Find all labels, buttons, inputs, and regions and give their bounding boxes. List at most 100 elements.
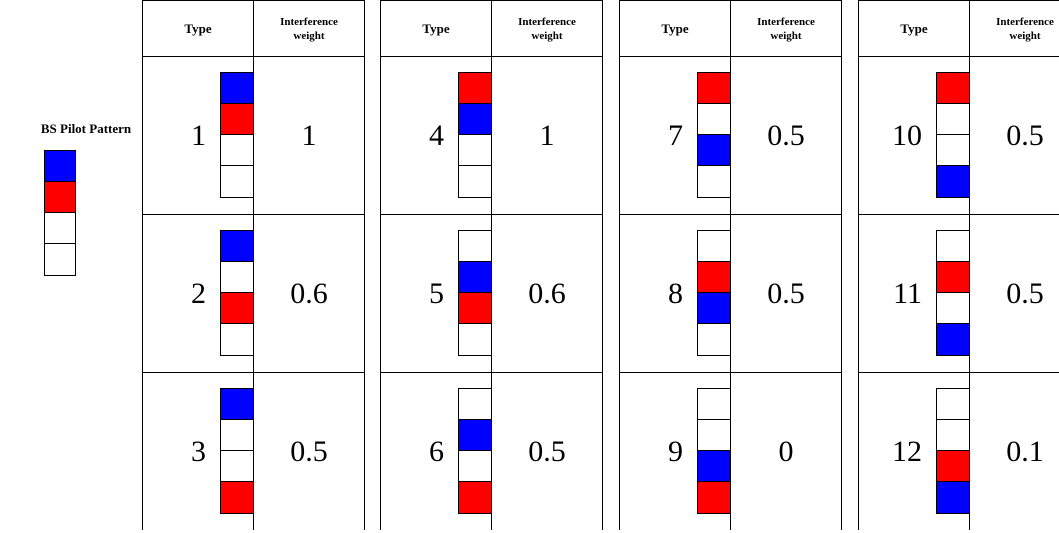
pilot-pattern-bar xyxy=(220,72,254,198)
type-cell: 4 xyxy=(380,56,492,215)
type-number: 1 xyxy=(191,118,206,152)
legend-cell-4 xyxy=(45,244,75,275)
type-2-cell-2 xyxy=(221,262,253,293)
type-number: 11 xyxy=(893,276,922,310)
type-6-cell-1 xyxy=(459,389,491,420)
type-number: 10 xyxy=(892,118,922,152)
type-6-cell-3 xyxy=(459,451,491,482)
type-table-4: Type Interference weight 10 0.5 11 0.5 12 0.1 xyxy=(858,0,1059,533)
type-12-cell-3 xyxy=(937,451,969,482)
legend-cell-3 xyxy=(45,213,75,244)
weight-header-line1: Interference xyxy=(757,15,815,28)
type-9-cell-4 xyxy=(698,482,730,513)
type-8-cell-4 xyxy=(698,324,730,355)
type-header: Type xyxy=(858,0,970,57)
weight-header-line1: Interference xyxy=(996,15,1054,28)
weight-header-line2: weight xyxy=(770,29,802,42)
type-2-cell-1 xyxy=(221,231,253,262)
pilot-pattern-bar xyxy=(697,230,731,356)
legend-pattern-bar xyxy=(44,150,76,276)
type-cell: 5 xyxy=(380,214,492,373)
type-cell: 10 xyxy=(858,56,970,215)
type-4-cell-4 xyxy=(459,166,491,197)
type-cell: 3 xyxy=(142,372,254,530)
type-3-cell-1 xyxy=(221,389,253,420)
type-9-cell-1 xyxy=(698,389,730,420)
legend-cell-1 xyxy=(45,151,75,182)
type-5-cell-3 xyxy=(459,293,491,324)
weight-header-line1: Interference xyxy=(518,15,576,28)
interference-weight-value: 0.6 xyxy=(253,214,365,373)
table-row: 2 0.6 xyxy=(142,214,365,373)
type-number: 6 xyxy=(429,434,444,468)
type-cell: 11 xyxy=(858,214,970,373)
type-9-cell-3 xyxy=(698,451,730,482)
type-4-cell-3 xyxy=(459,135,491,166)
type-8-cell-2 xyxy=(698,262,730,293)
type-4-cell-1 xyxy=(459,73,491,104)
type-1-cell-3 xyxy=(221,135,253,166)
table-row: 5 0.6 xyxy=(380,214,603,373)
type-10-cell-1 xyxy=(937,73,969,104)
type-8-cell-1 xyxy=(698,231,730,262)
interference-weight-value: 0.6 xyxy=(491,214,603,373)
type-11-cell-2 xyxy=(937,262,969,293)
type-8-cell-3 xyxy=(698,293,730,324)
type-3-cell-4 xyxy=(221,482,253,513)
type-10-cell-4 xyxy=(937,166,969,197)
type-number: 12 xyxy=(892,434,922,468)
type-10-cell-3 xyxy=(937,135,969,166)
interference-weight-value: 0 xyxy=(730,372,842,530)
type-header: Type xyxy=(380,0,492,57)
interference-weight-header: Interference weight xyxy=(969,0,1059,57)
type-11-cell-3 xyxy=(937,293,969,324)
type-7-cell-1 xyxy=(698,73,730,104)
interference-weight-value: 0.5 xyxy=(969,56,1059,215)
table-row: 8 0.5 xyxy=(619,214,842,373)
interference-weight-value: 0.5 xyxy=(253,372,365,530)
weight-header-line2: weight xyxy=(1009,29,1041,42)
legend-title: BS Pilot Pattern xyxy=(40,121,132,136)
type-cell: 8 xyxy=(619,214,731,373)
type-1-cell-4 xyxy=(221,166,253,197)
pilot-pattern-bar xyxy=(458,230,492,356)
type-cell: 7 xyxy=(619,56,731,215)
type-number: 2 xyxy=(191,276,206,310)
type-cell: 6 xyxy=(380,372,492,530)
type-header: Type xyxy=(619,0,731,57)
interference-weight-value: 0.5 xyxy=(491,372,603,530)
type-number: 5 xyxy=(429,276,444,310)
type-table-2: Type Interference weight 4 1 5 0.6 6 0.5 xyxy=(380,0,603,533)
pilot-pattern-bar xyxy=(220,230,254,356)
type-number: 3 xyxy=(191,434,206,468)
pilot-pattern-bar xyxy=(936,388,970,514)
weight-header-line2: weight xyxy=(531,29,563,42)
type-7-cell-3 xyxy=(698,135,730,166)
type-number: 7 xyxy=(668,118,683,152)
type-9-cell-2 xyxy=(698,420,730,451)
type-3-cell-3 xyxy=(221,451,253,482)
weight-header-line2: weight xyxy=(293,29,325,42)
type-number: 8 xyxy=(668,276,683,310)
type-6-cell-4 xyxy=(459,482,491,513)
type-5-cell-4 xyxy=(459,324,491,355)
interference-weight-value: 0.1 xyxy=(969,372,1059,530)
pilot-pattern-bar xyxy=(697,388,731,514)
type-header: Type xyxy=(142,0,254,57)
type-12-cell-4 xyxy=(937,482,969,513)
table-row: 10 0.5 xyxy=(858,56,1059,215)
type-cell: 1 xyxy=(142,56,254,215)
type-number: 4 xyxy=(429,118,444,152)
interference-weight-value: 0.5 xyxy=(969,214,1059,373)
table-row: 3 0.5 xyxy=(142,372,365,530)
table-row: 12 0.1 xyxy=(858,372,1059,530)
type-2-cell-4 xyxy=(221,324,253,355)
type-5-cell-2 xyxy=(459,262,491,293)
type-1-cell-1 xyxy=(221,73,253,104)
type-11-cell-4 xyxy=(937,324,969,355)
type-table-1: Type Interference weight 1 1 2 0.6 3 0.5 xyxy=(142,0,365,533)
type-cell: 2 xyxy=(142,214,254,373)
type-3-cell-2 xyxy=(221,420,253,451)
